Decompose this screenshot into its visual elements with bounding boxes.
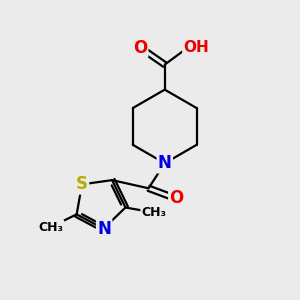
Text: CH₃: CH₃ (141, 206, 166, 219)
Text: N: N (97, 220, 111, 238)
Text: O: O (133, 38, 147, 56)
Text: O: O (169, 189, 184, 207)
Text: OH: OH (183, 40, 209, 55)
Text: CH₃: CH₃ (38, 220, 63, 233)
Text: N: N (158, 154, 172, 172)
Text: S: S (76, 176, 88, 194)
